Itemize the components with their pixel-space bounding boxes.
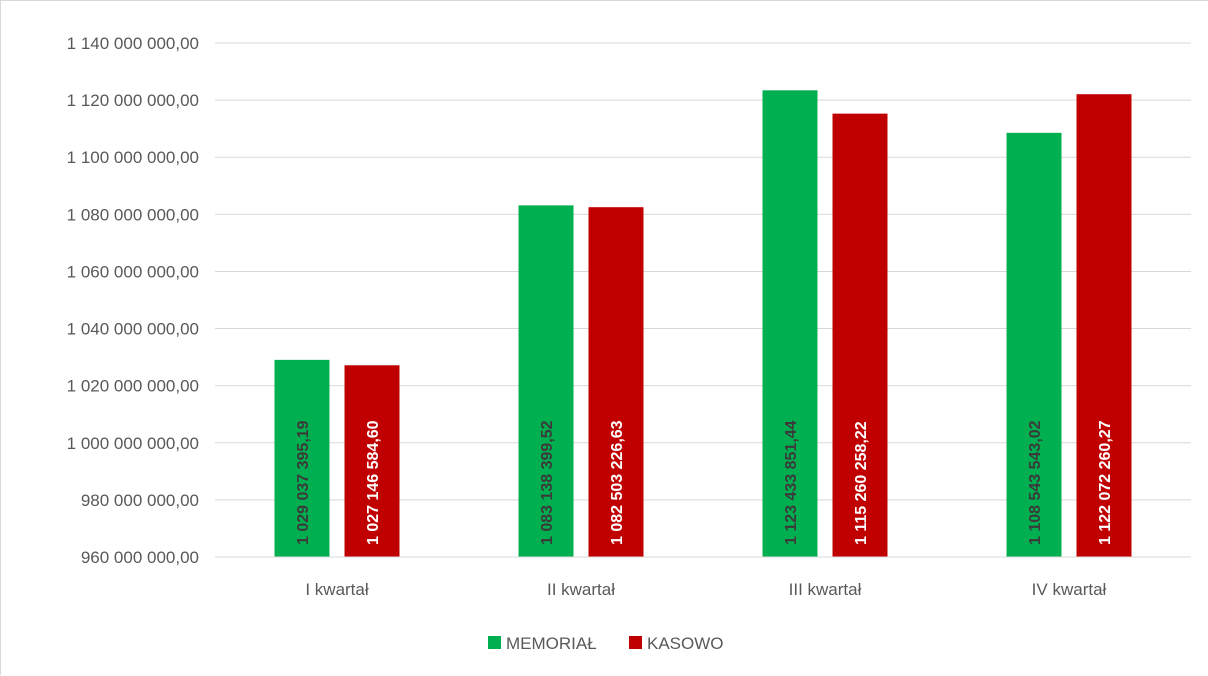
bar-kasowo[interactable] [344, 365, 400, 557]
x-axis-category-labels: I kwartał II kwartał III kwartał IV kwartał [305, 580, 1106, 599]
legend-label-kasowo[interactable]: KASOWO [647, 634, 724, 653]
legend-label-memorial[interactable]: MEMORIAŁ [506, 634, 597, 653]
x-category-label: IV kwartał [1032, 580, 1107, 599]
bars [274, 90, 1132, 558]
y-tick-label: 980 000 000,00 [81, 491, 199, 510]
y-tick-label: 1 060 000 000,00 [67, 262, 199, 281]
legend-swatch-memorial[interactable] [488, 636, 501, 649]
y-tick-label: 1 080 000 000,00 [67, 205, 199, 224]
data-label: 1 082 503 226,63 [609, 420, 626, 545]
x-category-label: I kwartał [305, 580, 369, 599]
bar-memorial[interactable] [274, 359, 330, 557]
data-label: 1 122 072 260,27 [1097, 420, 1114, 545]
data-label: 1 083 138 399,52 [539, 420, 556, 545]
bar-memorial[interactable] [1006, 132, 1062, 557]
y-tick-label: 1 140 000 000,00 [67, 34, 199, 53]
y-tick-label: 960 000 000,00 [81, 548, 199, 567]
y-tick-label: 1 040 000 000,00 [67, 320, 199, 339]
y-axis-tick-labels: 960 000 000,00 980 000 000,00 1 000 000 00… [67, 34, 199, 567]
data-label: 1 123 433 851,44 [783, 420, 800, 545]
y-tick-label: 1 120 000 000,00 [67, 91, 199, 110]
y-tick-label: 1 020 000 000,00 [67, 377, 199, 396]
data-label: 1 115 260 258,22 [853, 421, 870, 545]
bar-kasowo[interactable] [588, 207, 644, 557]
legend[interactable]: MEMORIAŁ KASOWO [488, 634, 724, 653]
x-category-label: II kwartał [547, 580, 615, 599]
y-tick-label: 1 100 000 000,00 [67, 148, 199, 167]
bar-memorial[interactable] [762, 90, 818, 558]
y-tick-label: 1 000 000 000,00 [67, 434, 199, 453]
bar-kasowo[interactable] [1076, 94, 1132, 557]
x-category-label: III kwartał [789, 580, 862, 599]
bar-kasowo[interactable] [832, 113, 888, 558]
data-label: 1 108 543 543,02 [1027, 420, 1044, 545]
bar-memorial[interactable] [518, 205, 574, 557]
data-label: 1 029 037 395,19 [295, 420, 312, 545]
data-label: 1 027 146 584,60 [365, 420, 382, 545]
data-labels: 1 029 037 395,19 1 027 146 584,60 1 083 13… [295, 420, 1114, 545]
legend-swatch-kasowo[interactable] [629, 636, 642, 649]
